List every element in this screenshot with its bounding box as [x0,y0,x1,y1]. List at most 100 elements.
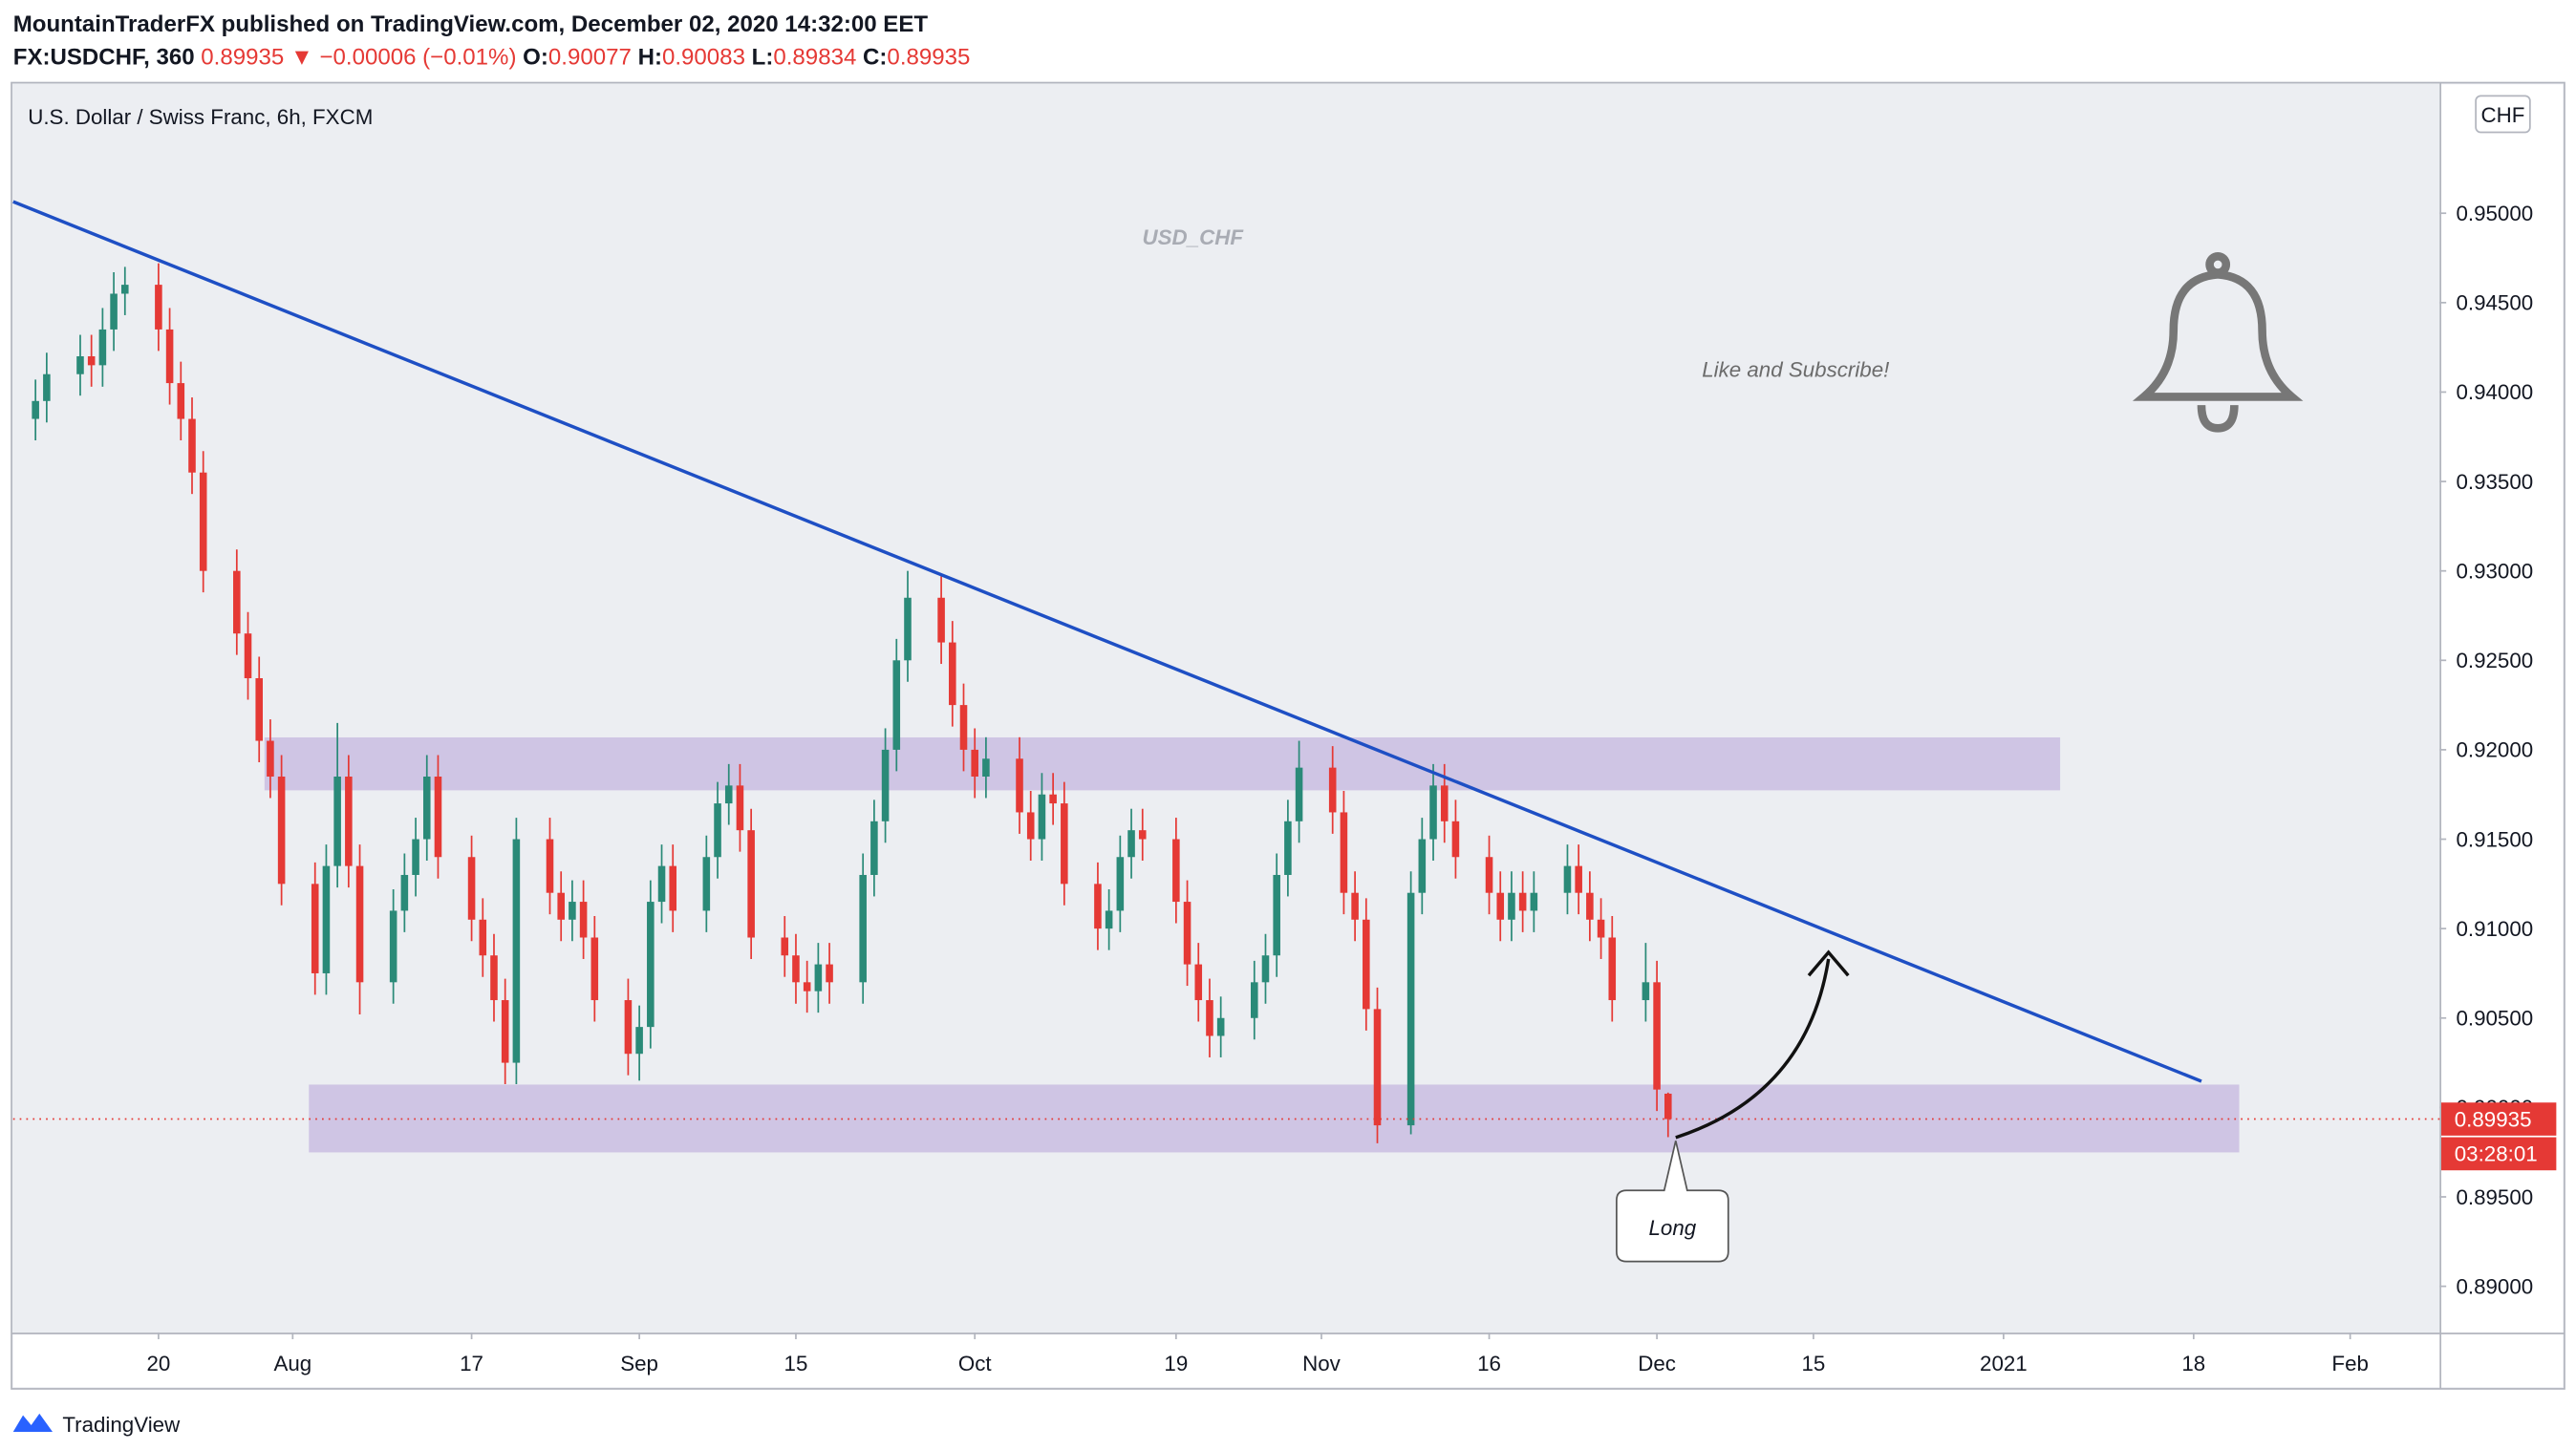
candle-body [333,776,341,866]
high-value: 0.90083 [662,44,745,70]
candles [12,263,2440,1143]
x-tick-label: Dec [1638,1352,1676,1375]
candle-body [1340,812,1348,893]
candle-body [1172,839,1180,903]
candle-body [155,285,162,330]
candle-body [110,293,118,330]
bell-body [2132,269,2304,401]
candle-body [1508,892,1515,920]
candle-body [255,678,264,741]
currency-button[interactable] [2475,95,2531,134]
candle-body [669,865,677,911]
candle-body [1351,892,1359,920]
candle-body [949,642,956,706]
candle-body [736,785,744,831]
candle-body [859,874,867,983]
candle-body [1530,892,1538,911]
resistance-zone [264,736,2061,791]
candle-body [781,937,789,956]
y-tick-label: 0.93500 [2456,470,2533,494]
candle-body [233,570,241,634]
candle-body [1597,919,1605,938]
candle-body [1116,857,1125,911]
candle-body [557,892,565,920]
candle-body [244,633,252,679]
candle-body [434,776,442,858]
candle-body [826,964,833,983]
candle-body [1406,892,1415,1126]
candle-body [32,400,39,419]
ohlc-label: O: [523,44,548,70]
candle-body [1216,1017,1225,1036]
countdown-box [2441,1137,2557,1171]
candle-body [1328,767,1337,813]
candle-body [702,857,711,911]
x-tick-label: Nov [1302,1352,1342,1375]
callout-box [1616,1141,1729,1263]
last-price-label: 0.89935 [2455,1107,2532,1131]
y-tick-label: 0.89500 [2456,1185,2533,1209]
candle-body [1273,874,1280,956]
y-tick-label: 0.89000 [2456,1274,2533,1298]
candle-body [1608,937,1617,1001]
x-tick-label: 16 [1477,1352,1501,1375]
candle-body [1183,902,1191,965]
candle-body [1440,785,1449,821]
candle-body [1429,785,1437,840]
countdown-label: 03:28:01 [2455,1142,2538,1166]
brand: TradingView [62,1413,181,1437]
candle-body [199,472,207,571]
change: ▼ −0.00006 (−0.01%) [290,44,517,70]
candle-body [635,1027,643,1055]
watermark: USD_CHF [1143,225,1245,249]
candle-body [892,660,901,750]
x-tick-label: Feb [2331,1352,2368,1375]
y-tick-label: 0.91000 [2456,917,2533,941]
y-tick-label: 0.90500 [2456,1006,2533,1030]
candle-body [1094,884,1102,929]
candle-body [467,857,476,920]
candle-body [188,418,196,473]
x-tick-label: 17 [460,1352,483,1375]
drawings: Long Like and Subscribe! [12,200,2304,1263]
candle-body [1664,1093,1672,1119]
candle-body [345,776,353,866]
x-tick-label: 15 [784,1352,808,1375]
candle-body [1575,865,1582,893]
call-to-action: Like and Subscribe! [1702,358,1889,382]
price-tag: 0.89935 03:28:01 [2441,1102,2557,1171]
candle-body [1061,803,1068,885]
candle-body [1038,794,1046,840]
candle-body [1373,1009,1382,1126]
last-price: 0.89935 [201,44,284,70]
candle-body [501,1000,509,1063]
candle-body [322,865,331,973]
candle-body [1563,865,1572,893]
x-tick-label: 2021 [1980,1352,2028,1375]
candle-body [971,749,978,777]
candle-body [1250,982,1258,1018]
candle-body [479,919,487,956]
candle-body [1284,821,1292,875]
bell-clapper [2197,404,2239,433]
candle-body [546,839,554,893]
candle-body [1261,955,1270,983]
candle-body [870,821,878,875]
candle-body [747,830,755,938]
close-value: 0.89935 [887,44,970,70]
candle-body [1496,892,1505,920]
support-zone [309,1084,2240,1153]
candle-body [1485,857,1493,893]
arrow-head [1807,949,1850,977]
candle-body [657,865,666,903]
candle-body [1451,821,1460,858]
ohlc-label: C: [863,44,887,70]
y-tick-label: 0.95000 [2456,202,2533,225]
candle-body [904,597,912,661]
candle-body [624,1000,633,1055]
open-value: 0.90077 [548,44,632,70]
candle-body [579,902,588,938]
candle-body [165,329,174,384]
x-tick-label: 18 [2181,1352,2205,1375]
